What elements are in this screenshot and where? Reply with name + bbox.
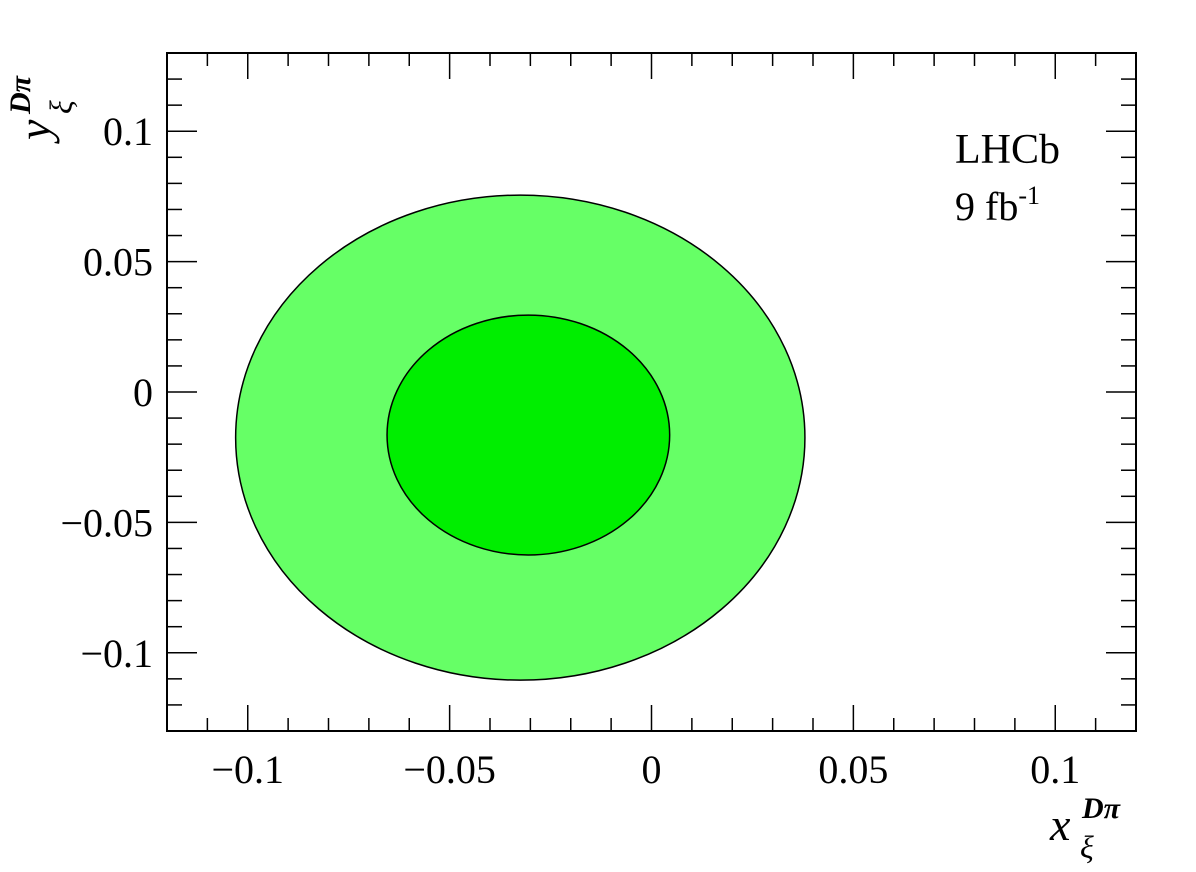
x-tick-label: −0.05 [403,747,496,792]
luminosity-label: 9 fb-1 [955,181,1040,229]
x-tick-label: −0.1 [211,747,284,792]
x-axis-subscript: ξ [1080,829,1094,865]
y-axis-symbol: y [9,119,60,144]
axis-ticks [166,52,1137,732]
region-inner [386,314,671,556]
y-axis-subscript: ξ [43,100,79,114]
y-tick-label: 0.1 [103,109,153,154]
experiment-label: LHCb [955,127,1060,173]
luminosity-value: 9 fb [955,184,1018,229]
tick-labels: −0.1 −0.05 0 0.05 0.1 −0.1 −0.05 0 0.05 0.1 [60,109,1080,792]
y-tick-label: −0.05 [60,500,153,545]
y-axis-superscript: Dπ [4,75,37,115]
y-axis-title: y Dπ ξ [4,75,79,144]
x-tick-label: 0 [642,747,662,792]
x-axis-title: x Dπ ξ [1049,792,1121,865]
y-tick-label: 0.05 [83,240,153,285]
luminosity-exponent: -1 [1018,181,1040,210]
x-tick-label: 0.1 [1030,747,1080,792]
confidence-regions [234,194,806,681]
x-tick-label: 0.05 [818,747,888,792]
y-tick-label: −0.1 [80,631,153,676]
x-axis-symbol: x [1049,799,1071,850]
x-axis-superscript: Dπ [1081,792,1121,825]
y-tick-label: 0 [133,370,153,415]
